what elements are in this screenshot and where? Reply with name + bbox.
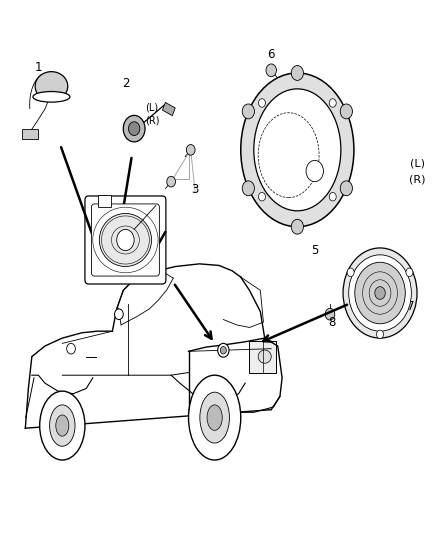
Bar (22, 128, 38, 139)
Circle shape (291, 66, 304, 80)
Circle shape (291, 219, 304, 234)
Bar (250, 341, 276, 373)
Circle shape (329, 192, 336, 201)
Circle shape (117, 229, 134, 251)
Ellipse shape (258, 350, 271, 364)
Text: 5: 5 (311, 244, 318, 257)
Circle shape (186, 144, 195, 155)
Text: 8: 8 (328, 316, 336, 329)
Text: 7: 7 (407, 300, 414, 313)
Text: 3: 3 (191, 183, 199, 196)
Bar (162, 102, 175, 116)
Ellipse shape (188, 375, 241, 460)
Circle shape (406, 268, 413, 277)
FancyBboxPatch shape (92, 204, 159, 276)
Text: (R): (R) (145, 116, 159, 126)
Circle shape (329, 99, 336, 107)
Ellipse shape (40, 391, 85, 460)
Circle shape (258, 99, 265, 107)
Circle shape (218, 343, 229, 357)
Circle shape (349, 255, 411, 331)
FancyBboxPatch shape (85, 196, 166, 284)
Ellipse shape (56, 415, 69, 436)
Circle shape (67, 343, 75, 354)
Ellipse shape (200, 392, 230, 443)
Bar (99, 196, 111, 207)
Circle shape (266, 64, 276, 77)
Ellipse shape (33, 92, 70, 102)
Circle shape (115, 309, 123, 319)
Circle shape (375, 287, 385, 300)
Circle shape (325, 309, 335, 320)
Circle shape (340, 104, 353, 119)
Ellipse shape (35, 71, 68, 101)
Ellipse shape (254, 89, 341, 211)
Circle shape (347, 268, 354, 277)
Circle shape (258, 192, 265, 201)
Circle shape (220, 346, 226, 354)
Text: (L): (L) (145, 102, 158, 112)
Text: 2: 2 (122, 77, 129, 90)
Ellipse shape (99, 214, 152, 266)
Ellipse shape (49, 405, 75, 446)
Circle shape (123, 115, 145, 142)
Circle shape (242, 104, 254, 119)
Circle shape (167, 176, 176, 187)
Ellipse shape (207, 405, 222, 430)
Circle shape (355, 262, 405, 324)
Text: 4: 4 (143, 265, 151, 278)
Circle shape (343, 248, 417, 338)
Circle shape (128, 122, 140, 135)
Circle shape (377, 330, 384, 338)
Ellipse shape (241, 73, 354, 227)
Circle shape (242, 181, 254, 196)
Circle shape (306, 160, 323, 182)
Text: 6: 6 (268, 48, 275, 61)
Circle shape (340, 181, 353, 196)
Text: 1: 1 (35, 61, 42, 74)
Text: (R): (R) (409, 174, 425, 184)
Text: (L): (L) (410, 158, 424, 168)
